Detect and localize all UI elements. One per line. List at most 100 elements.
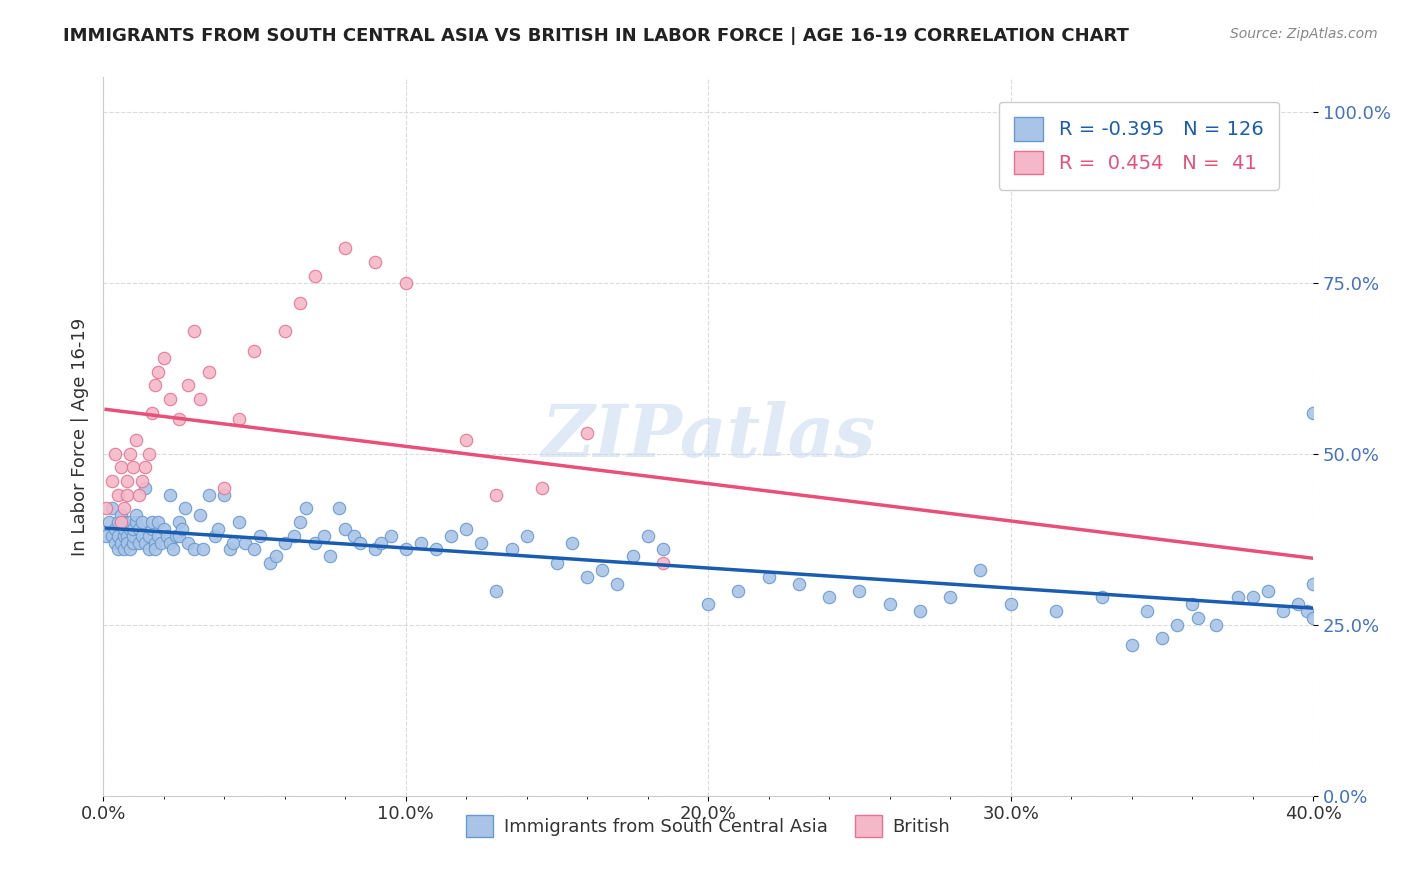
Point xyxy=(456,522,478,536)
Point xyxy=(120,447,142,461)
Point xyxy=(1241,591,1264,605)
Point xyxy=(546,556,568,570)
Text: IMMIGRANTS FROM SOUTH CENTRAL ASIA VS BRITISH IN LABOR FORCE | AGE 16-19 CORRELA: IMMIGRANTS FROM SOUTH CENTRAL ASIA VS BR… xyxy=(63,27,1129,45)
Y-axis label: In Labor Force | Age 16-19: In Labor Force | Age 16-19 xyxy=(72,318,89,556)
Point xyxy=(312,529,335,543)
Point xyxy=(456,433,478,447)
Point xyxy=(212,488,235,502)
Point xyxy=(107,542,129,557)
Point xyxy=(122,460,145,475)
Point xyxy=(818,591,841,605)
Point xyxy=(110,515,132,529)
Point xyxy=(470,535,492,549)
Point xyxy=(138,542,160,557)
Point xyxy=(177,378,200,392)
Point xyxy=(167,515,190,529)
Point xyxy=(651,542,673,557)
Point xyxy=(125,508,148,523)
Point xyxy=(333,522,356,536)
Point xyxy=(188,508,211,523)
Point xyxy=(112,529,135,543)
Point xyxy=(134,535,156,549)
Point xyxy=(758,570,780,584)
Point xyxy=(516,529,538,543)
Point xyxy=(697,597,720,611)
Point xyxy=(122,535,145,549)
Point xyxy=(141,515,163,529)
Point xyxy=(117,535,139,549)
Point xyxy=(343,529,366,543)
Legend: R = -0.395   N = 126, R =  0.454   N =  41: R = -0.395 N = 126, R = 0.454 N = 41 xyxy=(998,102,1279,190)
Point xyxy=(591,563,613,577)
Point xyxy=(149,535,172,549)
Point xyxy=(107,529,129,543)
Point xyxy=(104,447,127,461)
Point xyxy=(159,488,181,502)
Point xyxy=(1187,611,1209,625)
Point xyxy=(243,344,266,359)
Point xyxy=(228,515,250,529)
Point xyxy=(1045,604,1067,618)
Point xyxy=(122,529,145,543)
Point xyxy=(848,583,870,598)
Point xyxy=(501,542,523,557)
Point xyxy=(198,365,221,379)
Point xyxy=(249,529,271,543)
Point xyxy=(1302,611,1324,625)
Point xyxy=(112,515,135,529)
Point xyxy=(156,529,179,543)
Point xyxy=(167,529,190,543)
Point xyxy=(395,542,418,557)
Point xyxy=(125,433,148,447)
Point xyxy=(183,542,205,557)
Point xyxy=(380,529,402,543)
Point xyxy=(98,515,121,529)
Point xyxy=(219,542,242,557)
Point xyxy=(273,535,295,549)
Point xyxy=(939,591,962,605)
Point xyxy=(165,529,187,543)
Point xyxy=(1205,617,1227,632)
Point xyxy=(122,522,145,536)
Point xyxy=(162,542,184,557)
Point xyxy=(1000,597,1022,611)
Point xyxy=(117,529,139,543)
Point xyxy=(273,324,295,338)
Point xyxy=(152,351,174,365)
Point xyxy=(128,535,150,549)
Point xyxy=(112,542,135,557)
Point xyxy=(1150,632,1173,646)
Point xyxy=(304,268,326,283)
Point xyxy=(188,392,211,406)
Point xyxy=(651,556,673,570)
Point xyxy=(112,501,135,516)
Point xyxy=(107,488,129,502)
Point xyxy=(141,406,163,420)
Point xyxy=(1257,583,1279,598)
Point xyxy=(283,529,305,543)
Point xyxy=(530,481,553,495)
Point xyxy=(364,255,387,269)
Point xyxy=(243,542,266,557)
Point xyxy=(295,501,318,516)
Point xyxy=(117,474,139,488)
Point xyxy=(131,474,153,488)
Point xyxy=(96,501,118,516)
Point xyxy=(104,535,127,549)
Point xyxy=(1121,638,1143,652)
Point xyxy=(183,324,205,338)
Point xyxy=(125,515,148,529)
Point xyxy=(409,535,432,549)
Point xyxy=(138,529,160,543)
Point xyxy=(485,488,508,502)
Point xyxy=(1302,406,1324,420)
Point xyxy=(110,460,132,475)
Point xyxy=(969,563,991,577)
Point xyxy=(146,365,169,379)
Point xyxy=(110,535,132,549)
Point xyxy=(128,522,150,536)
Point xyxy=(561,535,583,549)
Point xyxy=(319,549,342,564)
Point xyxy=(440,529,463,543)
Point xyxy=(101,501,124,516)
